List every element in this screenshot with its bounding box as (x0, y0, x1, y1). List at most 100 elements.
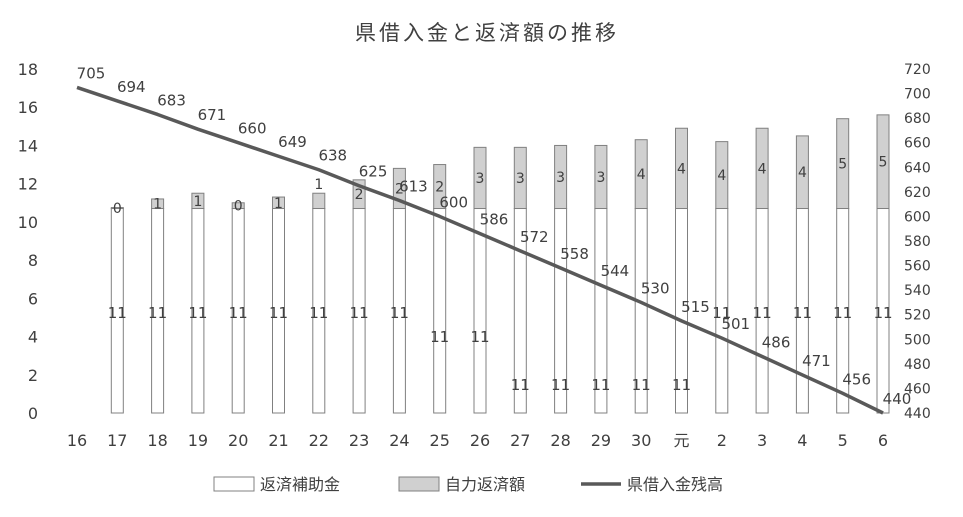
data-label-subsidy: 11 (672, 376, 691, 394)
data-label-balance: 625 (359, 163, 388, 181)
data-label-balance: 586 (480, 211, 509, 229)
bar-self-repayment (594, 144, 608, 210)
x-tick-label: 24 (389, 431, 409, 450)
data-label-subsidy: 11 (632, 376, 651, 394)
left-tick-label: 0 (28, 404, 38, 423)
data-label-self-repayment: 2 (355, 187, 364, 203)
bar-self-repayment (795, 135, 809, 210)
data-label-subsidy: 11 (511, 376, 530, 394)
x-tick-label: 21 (268, 431, 288, 450)
data-label-self-repayment: 5 (879, 155, 888, 171)
data-label-subsidy: 11 (269, 304, 288, 322)
data-label-subsidy: 11 (873, 304, 892, 322)
right-tick-label: 480 (904, 357, 931, 373)
legend-label-self-repayment: 自力返済額 (445, 475, 525, 494)
data-label-self-repayment: 3 (556, 170, 565, 186)
data-label-balance: 530 (641, 279, 670, 297)
data-label-subsidy: 11 (753, 304, 772, 322)
data-label-subsidy: 11 (148, 304, 167, 322)
data-label-balance: 683 (157, 91, 186, 109)
data-label-subsidy: 11 (350, 304, 369, 322)
x-axis: 16 17 18 19 20 21 22 23 24 25 26 27 28 29 30 元 2 3 4 5 6 (67, 431, 888, 450)
right-tick-label: 600 (904, 209, 931, 225)
left-y-axis: 0 2 4 6 8 10 12 14 16 18 (18, 60, 38, 423)
data-label-subsidy: 11 (309, 304, 328, 322)
x-tick-label: 元 (673, 431, 689, 450)
left-tick-label: 4 (28, 328, 38, 347)
data-label-self-repayment: 4 (798, 165, 807, 181)
bar-self-repayment (755, 127, 769, 210)
x-tick-label: 26 (470, 431, 490, 450)
data-label-balance: 660 (238, 120, 267, 138)
data-label-balance: 572 (520, 228, 549, 246)
x-tick-label: 18 (147, 431, 167, 450)
right-tick-label: 500 (904, 332, 931, 348)
bar-self-repayment (554, 144, 568, 210)
legend-swatch-self-repayment (398, 476, 440, 492)
x-tick-label: 22 (309, 431, 329, 450)
x-tick-label: 6 (878, 431, 888, 450)
left-tick-label: 18 (18, 60, 38, 79)
bar-self-repayment (191, 192, 205, 210)
right-tick-label: 440 (904, 406, 931, 422)
data-label-balance: 486 (762, 333, 791, 351)
data-label-self-repayment: 3 (516, 171, 525, 187)
data-label-subsidy: 11 (470, 328, 489, 346)
data-label-balance: 515 (681, 298, 710, 316)
right-tick-label: 680 (904, 111, 931, 127)
data-label-balance: 649 (278, 133, 307, 151)
data-label-subsidy: 11 (833, 304, 852, 322)
data-label-self-repayment: 4 (677, 161, 686, 177)
data-label-balance: 671 (198, 106, 227, 124)
data-label-subsidy: 11 (229, 304, 248, 322)
data-label-subsidy: 11 (188, 304, 207, 322)
bar-self-repayment (151, 198, 165, 210)
data-label-self-repayment: 3 (476, 171, 485, 187)
chart-title: 県借入金と返済額の推移 (355, 21, 619, 45)
x-tick-label: 30 (631, 431, 651, 450)
data-label-balance: 694 (117, 78, 146, 96)
bar-self-repayment (836, 118, 850, 210)
data-label-self-repayment: 1 (314, 177, 323, 193)
legend-label-balance: 県借入金残高 (627, 475, 723, 494)
left-tick-label: 14 (18, 136, 38, 155)
bar-self-repayment (110, 207, 124, 210)
bar-self-repayment (675, 127, 688, 210)
legend-swatch-subsidy (213, 476, 255, 492)
data-label-subsidy: 11 (793, 304, 812, 322)
data-label-subsidy: 11 (712, 304, 731, 322)
right-tick-label: 660 (904, 136, 931, 152)
left-tick-label: 10 (18, 213, 38, 232)
data-label-self-repayment: 3 (596, 170, 605, 186)
x-tick-label: 28 (550, 431, 570, 450)
left-tick-label: 16 (18, 98, 38, 117)
line-series (76, 85, 884, 415)
bar-self-repayment (473, 146, 487, 210)
data-label-subsidy: 11 (390, 304, 409, 322)
data-label-balance: 600 (439, 193, 468, 211)
data-label-balance: 558 (560, 245, 589, 263)
right-tick-label: 520 (904, 308, 931, 324)
right-tick-label: 620 (904, 185, 931, 201)
bar-self-repayment (876, 114, 890, 210)
bar-self-repayment (272, 196, 285, 210)
x-tick-label: 27 (510, 431, 530, 450)
right-tick-label: 720 (904, 62, 931, 78)
x-tick-label: 29 (591, 431, 611, 450)
x-tick-label: 2 (717, 431, 727, 450)
data-label-balance: 638 (318, 147, 347, 165)
data-label-self-repayment: 1 (274, 196, 283, 212)
left-tick-label: 6 (28, 289, 38, 308)
bar-subsidy (473, 208, 487, 414)
right-tick-label: 560 (904, 259, 931, 275)
data-label-balance: 471 (802, 352, 831, 370)
data-label-balance: 705 (77, 64, 106, 82)
right-tick-label: 700 (904, 87, 931, 103)
data-label-subsidy: 11 (551, 376, 570, 394)
data-label-self-repayment: 4 (717, 168, 726, 184)
data-label-balance: 501 (721, 315, 750, 333)
left-tick-label: 2 (28, 366, 38, 385)
right-tick-label: 640 (904, 160, 931, 176)
data-label-self-repayment: 1 (153, 197, 162, 213)
